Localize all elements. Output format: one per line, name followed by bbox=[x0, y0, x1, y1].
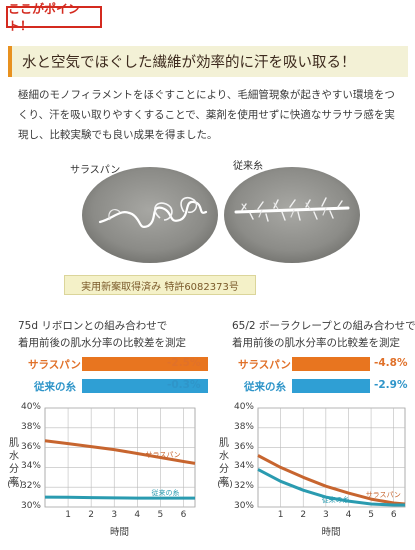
headline-accent-bar bbox=[8, 46, 12, 77]
y-tick-label: 32% bbox=[20, 481, 41, 492]
y-tick-label: 40% bbox=[20, 402, 41, 412]
photo-label-conventional: 従来糸 bbox=[233, 161, 263, 172]
x-tick-label: 5 bbox=[368, 510, 374, 520]
x-tick-label: 2 bbox=[88, 510, 94, 520]
y-axis-title: 肌水分率 bbox=[9, 438, 19, 488]
x-tick-label: 6 bbox=[390, 510, 397, 520]
y-tick-label: 36% bbox=[20, 441, 41, 452]
x-tick-label: 1 bbox=[65, 510, 71, 520]
y-tick-label: 30% bbox=[20, 501, 41, 511]
y-tick-label: 34% bbox=[233, 461, 254, 472]
y-tick-label: 32% bbox=[233, 481, 254, 492]
y-tick-label: 36% bbox=[233, 441, 254, 452]
left-cmp-value-conventional: -0.3% bbox=[167, 379, 201, 391]
photo-label-sarasupan: サラスパン bbox=[70, 165, 121, 176]
series-label-sarasupan: サラスパン bbox=[145, 451, 181, 460]
right-cmp-bar-sarasupan bbox=[292, 357, 370, 371]
y-axis-unit: (%) bbox=[217, 480, 233, 490]
y-tick-label: 34% bbox=[20, 461, 41, 472]
x-tick-label: 6 bbox=[180, 510, 187, 520]
headline-text: 水と空気でほぐした繊維が効率的に汗を吸い取る！ bbox=[22, 55, 356, 71]
y-tick-label: 38% bbox=[233, 421, 254, 432]
left-cmp-label-sarasupan: サラスパン bbox=[28, 359, 81, 371]
y-tick-label: 38% bbox=[20, 421, 41, 432]
x-tick-label: 5 bbox=[157, 510, 164, 520]
right-cmp-label-sarasupan: サラスパン bbox=[238, 359, 291, 371]
left-chart-title: 75d リボロンとの組み合わせで 着用前後の肌水分率の比較差を測定 bbox=[18, 320, 186, 349]
left-cmp-bar-conventional bbox=[82, 379, 208, 393]
y-tick-label: 40% bbox=[233, 402, 254, 412]
x-tick-label: 3 bbox=[322, 510, 329, 520]
point-badge: ここがポイント！ bbox=[6, 2, 102, 33]
series-label-conventional: 従来の糸 bbox=[151, 489, 180, 498]
sarasupan-fiber-photo bbox=[82, 167, 218, 263]
body-text: 極細のモノフィラメントをほぐすことにより、毛細管現象が起きやすい環境をつくり、汗… bbox=[18, 89, 395, 141]
series-label-sarasupan: サラスパン bbox=[365, 491, 401, 500]
right-cmp-bar-conventional bbox=[292, 379, 370, 393]
right-cmp-value-conventional: -2.9% bbox=[374, 379, 408, 391]
y-tick-label: 30% bbox=[233, 501, 254, 511]
x-tick-label: 4 bbox=[345, 510, 352, 520]
x-tick-label: 3 bbox=[111, 510, 118, 520]
right-cmp-value-sarasupan: -4.8% bbox=[374, 357, 408, 369]
x-axis-title: 時間 bbox=[110, 527, 130, 538]
x-tick-label: 2 bbox=[300, 510, 307, 520]
right-chart-title: 65/2 ボーラクレープとの組み合わせで 着用前後の肌水分率の比較差を測定 bbox=[232, 320, 415, 349]
y-axis-unit: (%) bbox=[7, 480, 23, 490]
left-cmp-bar-sarasupan bbox=[82, 357, 208, 371]
patent-notice: 実用新案取得済み 特許6082373号 bbox=[64, 275, 256, 295]
x-axis-title: 時間 bbox=[321, 527, 341, 538]
series-label-conventional: 従来の糸 bbox=[321, 496, 350, 505]
headline: 水と空気でほぐした繊維が効率的に汗を吸い取る！ bbox=[8, 46, 408, 77]
right-cmp-label-conventional: 従来の糸 bbox=[244, 381, 286, 393]
left-cmp-label-conventional: 従来の糸 bbox=[34, 381, 76, 393]
x-tick-label: 4 bbox=[134, 510, 141, 520]
conventional-fiber-photo bbox=[224, 167, 360, 263]
y-axis-title: 肌水分率 bbox=[219, 438, 229, 488]
left-cmp-value-sarasupan: -2.5% bbox=[167, 357, 201, 369]
x-tick-label: 1 bbox=[277, 510, 284, 520]
